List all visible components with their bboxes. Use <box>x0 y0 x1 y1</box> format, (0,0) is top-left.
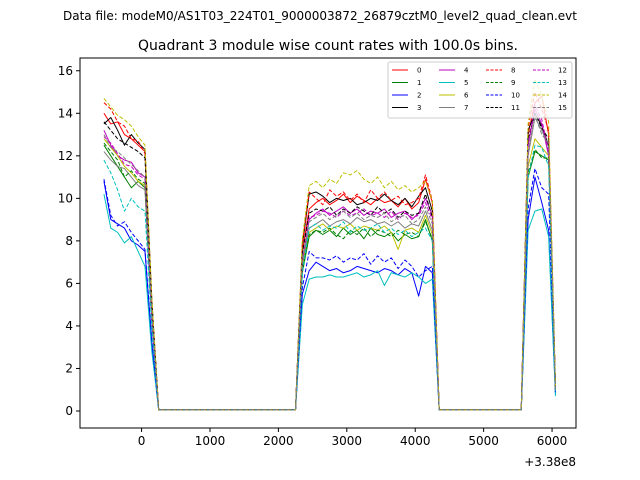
y-tick-label: 14 <box>58 106 73 120</box>
legend-label-13: 13 <box>558 79 567 87</box>
legend-label-8: 8 <box>511 67 515 75</box>
x-tick-label: 2000 <box>263 434 294 448</box>
legend-label-10: 10 <box>511 92 520 100</box>
y-tick-label: 16 <box>58 64 73 78</box>
x-tick-label: 1000 <box>195 434 226 448</box>
series-line-15 <box>103 114 556 411</box>
legend-label-5: 5 <box>464 79 468 87</box>
x-tick-label: 4000 <box>400 434 431 448</box>
figure-suptitle: Data file: modeM0/AS1T03_224T01_90000038… <box>63 9 577 23</box>
legend-label-15: 15 <box>558 104 567 112</box>
y-tick-label: 0 <box>65 404 73 418</box>
legend-label-12: 12 <box>558 67 567 75</box>
legend-box <box>387 61 573 119</box>
x-tick-label: 3000 <box>332 434 363 448</box>
x-offset-label: +3.38e8 <box>524 455 576 469</box>
x-tick-label: 6000 <box>537 434 568 448</box>
legend-label-3: 3 <box>417 104 421 112</box>
legend-label-7: 7 <box>464 104 468 112</box>
legend-label-4: 4 <box>464 67 469 75</box>
legend-label-9: 9 <box>511 79 515 87</box>
legend-label-11: 11 <box>511 104 520 112</box>
legend-label-14: 14 <box>558 92 567 100</box>
legend-label-0: 0 <box>417 67 421 75</box>
y-tick-label: 12 <box>58 149 73 163</box>
y-tick-label: 6 <box>65 276 73 290</box>
y-tick-label: 4 <box>65 319 73 333</box>
axes-frame <box>79 57 577 429</box>
series-lines <box>103 78 556 411</box>
y-tick-label: 8 <box>65 234 73 248</box>
chart-title: Quadrant 3 module wise count rates with … <box>138 38 518 54</box>
x-tick-label: 5000 <box>468 434 499 448</box>
y-tick-label: 2 <box>65 361 73 375</box>
legend-label-2: 2 <box>417 92 421 100</box>
legend-label-6: 6 <box>464 92 469 100</box>
y-tick-label: 10 <box>58 191 73 205</box>
legend-label-1: 1 <box>417 79 421 87</box>
axes: 0 1000 2000 3000 4000 5000 60000246810121416+3… <box>58 57 577 469</box>
x-tick-label: 0 <box>138 434 146 448</box>
